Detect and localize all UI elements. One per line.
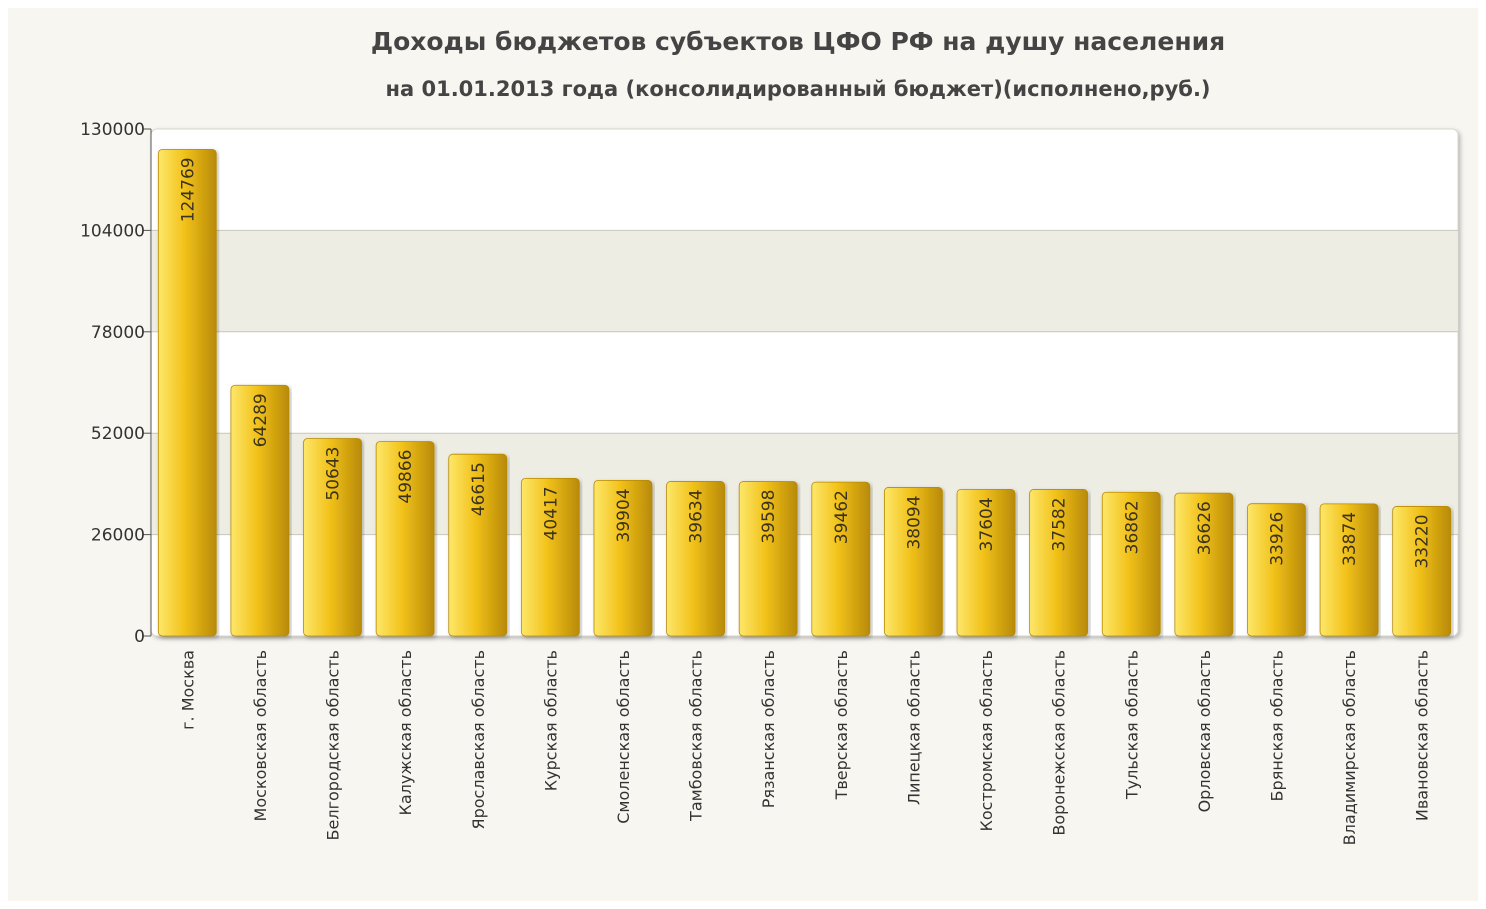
x-tick-label: Тверская область	[832, 650, 851, 800]
bar-value-label: 33220	[1413, 514, 1433, 568]
x-tick-label: Московская область	[251, 650, 270, 821]
x-tick-label: Ярославская область	[469, 650, 488, 830]
bar-value-label: 40417	[541, 486, 561, 540]
y-tick-label: 78000	[91, 323, 145, 343]
bar-value-label: 49866	[396, 450, 416, 504]
bar-1	[157, 149, 217, 637]
bar-value-label: 39462	[832, 490, 852, 544]
bar-2	[230, 384, 290, 637]
x-tick-label: Курская область	[541, 650, 560, 791]
grid-band	[152, 230, 1457, 332]
bar-value-label: 39634	[687, 489, 707, 543]
x-axis: г. Москва Московская область Белгородская …	[178, 650, 1431, 845]
bar-value-label: 39904	[614, 488, 634, 542]
bar-5	[448, 453, 508, 637]
x-tick-label: Калужская область	[396, 650, 415, 815]
x-tick-label: Брянская область	[1267, 650, 1286, 801]
bar-16	[1247, 503, 1306, 637]
bar-value-label: 33874	[1340, 512, 1360, 566]
bars: 124769 64289 50643 49866 46615 40417 39904 3963…	[157, 149, 1452, 637]
bar-value-label: 39598	[759, 490, 779, 544]
y-tick-label: 52000	[91, 424, 145, 444]
x-tick-label: Смоленская область	[614, 650, 633, 824]
bar-13	[1029, 489, 1089, 637]
bar-value-label: 124769	[178, 157, 198, 222]
chart-svg: Доходы бюджетов субъектов ЦФО РФ на душу…	[80, 27, 1459, 845]
chart-frame: Доходы бюджетов субъектов ЦФО РФ на душу…	[8, 8, 1478, 901]
bar-10	[811, 481, 871, 637]
y-tick-label: 104000	[80, 221, 145, 241]
bar-value-label: 38094	[904, 495, 924, 549]
x-tick-label: Воронежская область	[1050, 650, 1069, 836]
bar-value-label: 64289	[251, 393, 271, 447]
bar-12	[956, 488, 1016, 637]
x-tick-label: Орловская область	[1195, 650, 1214, 812]
y-tick-label: 26000	[91, 526, 145, 546]
bar-18	[1392, 506, 1452, 637]
bar-value-label: 36626	[1195, 501, 1215, 555]
bar-11	[884, 487, 943, 637]
y-tick-label: 130000	[80, 120, 145, 140]
x-tick-label: Костромская область	[977, 650, 996, 832]
bar-value-label: 36862	[1122, 500, 1142, 554]
bar-6	[520, 477, 580, 637]
chart-title: Доходы бюджетов субъектов ЦФО РФ на душу…	[371, 27, 1225, 56]
x-tick-label: Тульская область	[1122, 650, 1141, 800]
x-tick-label: Белгородская область	[324, 650, 343, 840]
bar-value-label: 37582	[1050, 497, 1070, 551]
bar-value-label: 37604	[977, 497, 997, 551]
y-tick-label: 0	[134, 627, 145, 647]
bar-4	[375, 441, 435, 637]
bar-value-label: 50643	[324, 446, 344, 500]
x-tick-label: Липецкая область	[904, 650, 923, 805]
x-tick-label: Рязанская область	[759, 650, 778, 808]
x-tick-label: Тамбовская область	[687, 650, 706, 822]
x-tick-label: г. Москва	[178, 650, 197, 730]
bar-9	[738, 481, 798, 637]
bar-14	[1101, 491, 1161, 637]
bar-17	[1319, 503, 1379, 637]
bar-value-label: 46615	[469, 462, 489, 516]
bar-7	[593, 479, 653, 637]
bar-15	[1174, 492, 1234, 637]
y-axis: 0 26000 52000 78000 104000 130000	[80, 120, 152, 647]
bar-value-label: 33926	[1267, 512, 1287, 566]
bar-3	[303, 438, 362, 637]
bar-8	[666, 481, 725, 637]
x-tick-label: Ивановская область	[1413, 650, 1432, 821]
grid-band	[152, 433, 1457, 535]
x-tick-label: Владимирская область	[1340, 650, 1359, 845]
chart-subtitle: на 01.01.2013 года (консолидированный бю…	[385, 77, 1210, 101]
